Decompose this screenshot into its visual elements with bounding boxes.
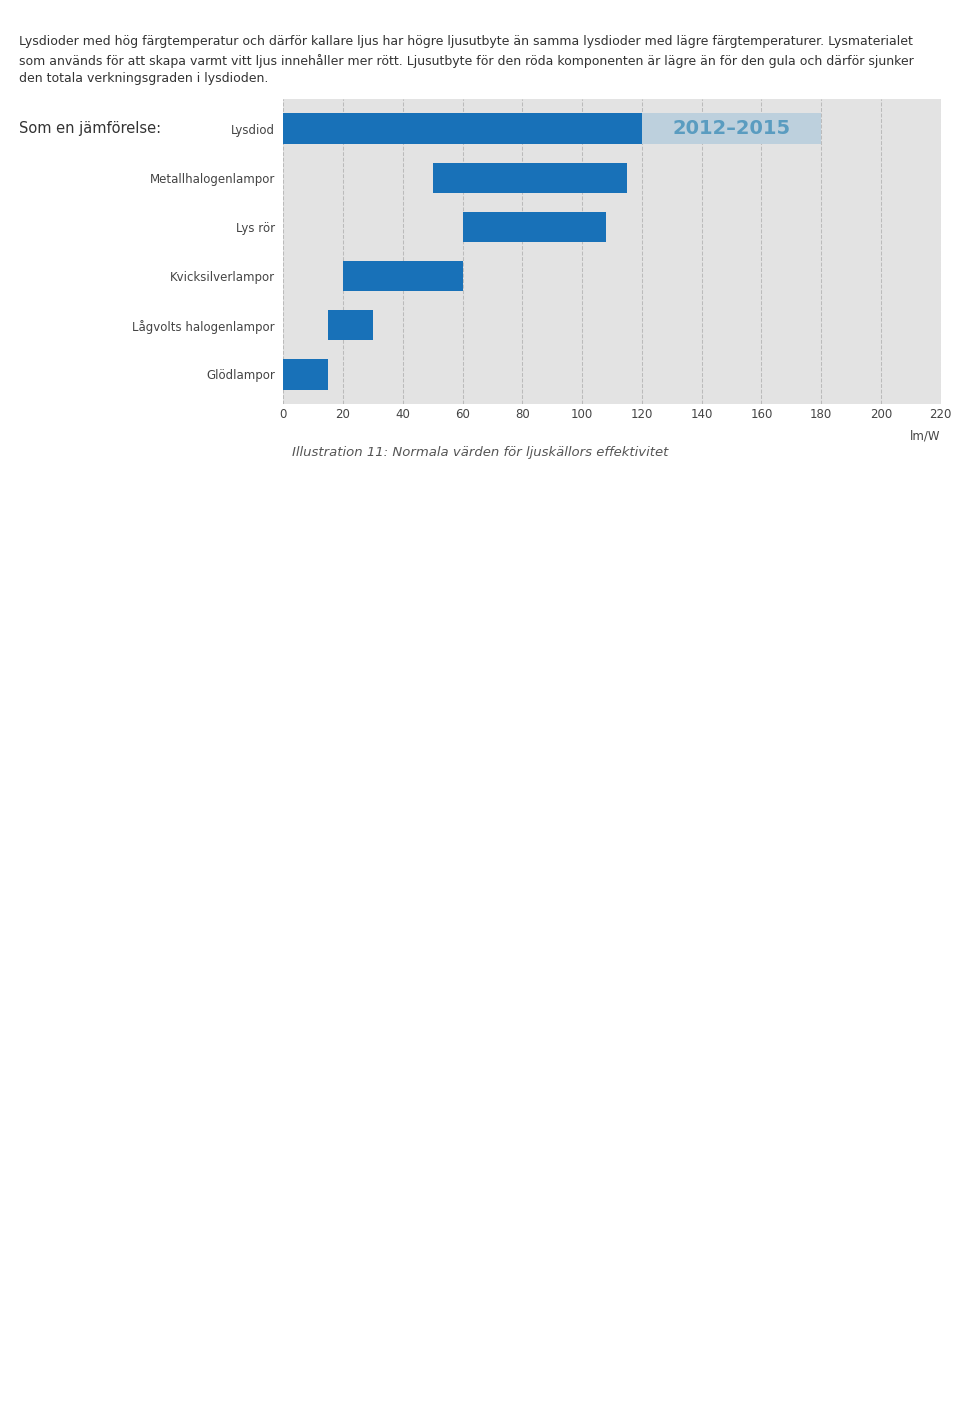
Bar: [283, 359, 328, 390]
Text: Som en jämförelse:: Som en jämförelse:: [19, 120, 161, 136]
Bar: [283, 113, 642, 145]
Text: lm/W: lm/W: [910, 429, 941, 442]
Text: den totala verkningsgraden i lysdioden.: den totala verkningsgraden i lysdioden.: [19, 72, 269, 85]
Text: Lysdioder med hög färgtemperatur och därför kallare ljus har högre ljusutbyte än: Lysdioder med hög färgtemperatur och där…: [19, 35, 913, 48]
Text: Illustration 11: Normala värden för ljuskällors effektivitet: Illustration 11: Normala värden för ljus…: [292, 446, 668, 459]
Text: 2012–2015: 2012–2015: [673, 119, 791, 139]
Text: som används för att skapa varmt vitt ljus innehåller mer rött. Ljusutbyte för de: som används för att skapa varmt vitt lju…: [19, 54, 914, 68]
Bar: [343, 261, 463, 292]
Bar: [463, 211, 606, 242]
Bar: [433, 163, 627, 193]
Bar: [642, 113, 821, 145]
Bar: [328, 310, 372, 340]
